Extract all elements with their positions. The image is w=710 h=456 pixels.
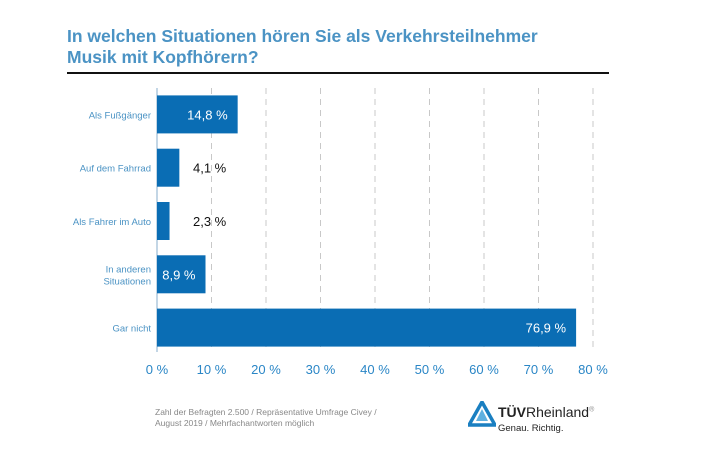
data-label: 14,8 % [187, 107, 228, 122]
category-label: In anderen [106, 264, 151, 275]
footnote-line-1: Zahl der Befragten 2.500 / Repräsentativ… [155, 407, 377, 417]
chart-title: In welchen Situationen hören Sie als Ver… [67, 26, 538, 68]
data-label: 76,9 % [526, 321, 567, 336]
bar [157, 148, 180, 187]
brand-name: TÜVRheinland® [498, 404, 594, 420]
tick-label: 50 % [415, 362, 445, 377]
title-divider [67, 72, 609, 74]
tick-label: 70 % [524, 362, 554, 377]
tick-label: 10 % [197, 362, 227, 377]
category-label: Auf dem Fahrrad [80, 164, 151, 175]
bar [157, 95, 238, 134]
tick-label: 20 % [251, 362, 281, 377]
tuv-triangle-logo-icon [468, 401, 496, 427]
category-label: Gar nicht [112, 324, 151, 335]
footnote-line-2: August 2019 / Mehrfachantworten möglich [155, 418, 315, 428]
brand-bold: TÜV [498, 404, 526, 420]
data-label: 2,3 % [193, 214, 227, 229]
bar [157, 202, 170, 240]
tick-label: 30 % [306, 362, 336, 377]
bar [157, 308, 577, 347]
data-label: 4,1 % [193, 161, 227, 176]
tick-label: 40 % [360, 362, 390, 377]
registered-mark: ® [589, 406, 595, 414]
title-line-2: Musik mit Kopfhörern? [67, 47, 259, 67]
footnote: Zahl der Befragten 2.500 / Repräsentativ… [155, 407, 415, 429]
brand-rest: Rheinland [526, 404, 590, 420]
brand-slogan: Genau. Richtig. [498, 423, 564, 434]
tick-label: 0 % [146, 362, 169, 377]
title-line-1: In welchen Situationen hören Sie als Ver… [67, 26, 538, 46]
tick-label: 80 % [578, 362, 608, 377]
category-label: Situationen [103, 276, 151, 287]
data-label: 8,9 % [162, 267, 196, 282]
category-label: Als Fahrer im Auto [73, 217, 151, 228]
bar [157, 255, 206, 294]
tick-label: 60 % [469, 362, 499, 377]
category-label: Als Fußgänger [89, 110, 151, 121]
